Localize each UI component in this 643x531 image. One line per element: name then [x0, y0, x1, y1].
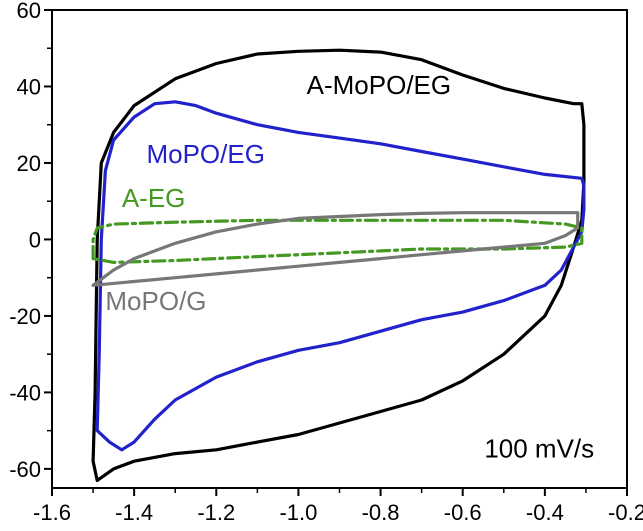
y-tick-label: -20 — [9, 304, 41, 329]
series-curve-a-mopo-eg — [91, 48, 586, 482]
y-tick-label: 0 — [29, 227, 41, 252]
series-label: A-MoPO/EG — [307, 70, 451, 100]
scan-rate-label: 100 mV/s — [484, 433, 594, 463]
y-tick-label: -40 — [9, 380, 41, 405]
series-layer — [91, 48, 586, 482]
x-tick-label: -1.0 — [279, 500, 317, 525]
series-label: A-EG — [122, 183, 186, 213]
series-curve-mopo-g — [91, 211, 580, 287]
x-tick-label: -1.2 — [197, 500, 235, 525]
x-tick-label: -0.2 — [608, 500, 643, 525]
y-tick-label: 60 — [17, 0, 41, 23]
x-tick-label: -0.8 — [362, 500, 400, 525]
label-layer: A-MoPO/EG MoPO/EG A-EG MoPO/G 100 mV/s — [105, 70, 594, 463]
x-tick-label: -0.6 — [444, 500, 482, 525]
series-curve-mopo-eg — [95, 100, 586, 452]
x-tick-label: -0.4 — [526, 500, 564, 525]
y-tick-label: -60 — [9, 457, 41, 482]
axes: -1.6 -1.4 -1.2 -1.0 -0.8 -0.6 -0.4 -0.2 60 40 20 0 -… — [9, 0, 643, 525]
x-tick-label: -1.6 — [33, 500, 71, 525]
series-label: MoPO/EG — [146, 139, 264, 169]
y-tick-label: 20 — [17, 151, 41, 176]
y-tick-label: 40 — [17, 74, 41, 99]
x-tick-label: -1.4 — [115, 500, 153, 525]
series-curve-a-eg — [91, 218, 584, 264]
series-label: MoPO/G — [105, 286, 206, 316]
